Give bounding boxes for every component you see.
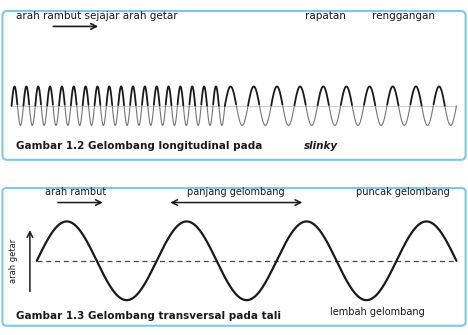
FancyBboxPatch shape — [2, 11, 466, 160]
Text: panjang gelombang: panjang gelombang — [188, 187, 285, 197]
Text: renggangan: renggangan — [372, 11, 435, 21]
Text: arah rambut: arah rambut — [45, 187, 106, 197]
Text: puncak gelombang: puncak gelombang — [356, 187, 449, 197]
Text: arah getar: arah getar — [9, 239, 18, 283]
Text: rapatan: rapatan — [305, 11, 346, 21]
Text: lembah gelombang: lembah gelombang — [330, 307, 425, 317]
Text: Gambar 1.2 Gelombang longitudinal pada: Gambar 1.2 Gelombang longitudinal pada — [16, 141, 266, 151]
Text: Gambar 1.3 Gelombang transversal pada tali: Gambar 1.3 Gelombang transversal pada ta… — [16, 311, 281, 321]
Text: slinky: slinky — [304, 141, 338, 151]
Text: arah rambut sejajar arah getar: arah rambut sejajar arah getar — [16, 11, 178, 21]
FancyBboxPatch shape — [2, 188, 466, 326]
